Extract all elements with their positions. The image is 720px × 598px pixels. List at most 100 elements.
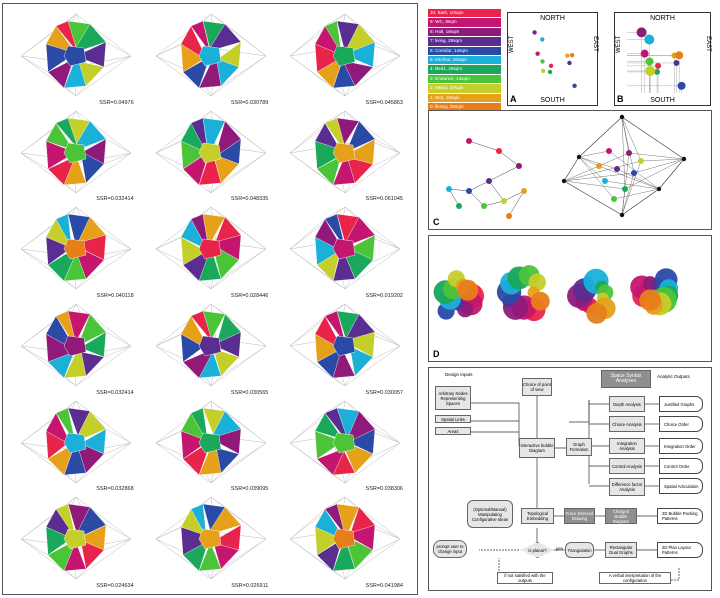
not-satisfied-box: if not satisfied with the outputs xyxy=(497,572,553,584)
room-region xyxy=(45,412,73,446)
space-node xyxy=(535,51,540,56)
node-scatter-a xyxy=(532,30,577,89)
space-node xyxy=(636,27,647,38)
space-node xyxy=(645,57,654,66)
optional-manipulation-box: (Optional/Manual) Manipulating Configura… xyxy=(467,500,513,528)
legend-item: 4: Bed1, 26sqm xyxy=(428,65,501,74)
room-region xyxy=(343,41,376,68)
plan-layout-cell: SSR=0.040118 xyxy=(9,203,144,300)
plan-layout-diagram xyxy=(20,13,132,97)
legend-item: 1: Bed, 15sqm xyxy=(428,93,501,102)
room-region xyxy=(198,239,221,260)
room-region xyxy=(317,539,344,572)
graph-node xyxy=(466,138,472,144)
graph-node xyxy=(456,203,462,209)
plan-layout-cell: SSR=0.030565 xyxy=(144,300,279,397)
orientation-diagram-b: NORTH SOUTH WEST EAST B xyxy=(614,12,711,106)
plan-layout-cell: SSR=0.026911 xyxy=(144,493,279,590)
graph-node xyxy=(446,186,452,192)
space-bubble xyxy=(530,291,550,311)
plan-layout-diagram xyxy=(289,400,401,483)
plan-layout-diagram xyxy=(289,303,401,387)
ssr-value: SSR=0.030565 xyxy=(230,389,269,396)
room-region xyxy=(333,335,356,357)
plan-layout-cell: SSR=0.061045 xyxy=(278,107,413,204)
room-region xyxy=(315,430,344,460)
graph-node xyxy=(521,188,527,194)
south-label: SOUTH xyxy=(650,97,675,104)
room-region xyxy=(79,331,107,358)
ssr-value: SSR=0.041984 xyxy=(365,582,403,589)
graph-node xyxy=(481,203,487,209)
room-region xyxy=(63,529,87,550)
graph-node xyxy=(486,178,492,184)
graph-node xyxy=(466,188,472,194)
room-region xyxy=(45,140,76,169)
plan-layout-cell: SSR=0.019202 xyxy=(278,203,413,300)
depth-analysis-box: Depth Analysis xyxy=(609,396,645,412)
ssr-value: SSR=0.048335 xyxy=(230,196,269,203)
plan-layout-cell: SSR=0.032868 xyxy=(9,397,144,494)
room-region xyxy=(190,504,207,538)
room-region xyxy=(71,23,107,54)
room-region xyxy=(198,335,221,357)
integration-analysis-box: Integration Analysis xyxy=(609,438,645,454)
bubble-diagrams xyxy=(433,265,679,324)
plan-layout-output: 2D Plan Layout Patterns xyxy=(657,542,703,558)
node-scatter-b xyxy=(627,27,686,93)
room-region xyxy=(212,348,240,377)
west-label: WEST xyxy=(616,35,622,53)
room-region xyxy=(55,117,79,150)
space-bubble xyxy=(639,289,661,311)
verbal-interpretation-box: A verbal interpretation of the configura… xyxy=(599,572,671,584)
bubble-packing-output: 2D Bubble Packing Patterns xyxy=(657,508,703,524)
graph-node xyxy=(638,158,644,164)
space-node xyxy=(673,59,680,66)
plan-layout-grid: SSR=0.04976 SSR=0.030789 SSR=0.045863 SSR=0… xyxy=(9,10,413,590)
room-region xyxy=(345,120,376,153)
plan-layout-diagram xyxy=(155,13,267,97)
space-node xyxy=(548,63,554,69)
plan-layout-diagram xyxy=(155,110,267,193)
plan-layout-cell: SSR=0.045863 xyxy=(278,10,413,107)
space-node xyxy=(547,69,553,75)
room-region xyxy=(333,142,356,163)
plan-layout-diagram xyxy=(20,303,132,387)
graph-node xyxy=(516,163,522,169)
ssr-value: SSR=0.040118 xyxy=(96,292,134,299)
spatial-links-box: Spatial Links xyxy=(435,415,471,423)
plan-layout-diagram xyxy=(20,400,132,483)
room-region xyxy=(63,335,87,357)
control-order-output: Control Order xyxy=(659,458,703,474)
room-region xyxy=(198,147,221,185)
panel-tag-d: D xyxy=(433,349,440,359)
room-region xyxy=(182,56,211,89)
graph-node xyxy=(622,186,628,192)
room-region xyxy=(63,45,87,67)
room-region xyxy=(47,58,75,89)
room-region xyxy=(198,542,221,572)
ssr-value: SSR=0.026911 xyxy=(231,582,269,589)
room-region xyxy=(333,239,356,260)
legend-item: 10: Bath, 10sqm xyxy=(428,9,501,18)
room-region xyxy=(342,216,376,249)
plan-layout-cell: SSR=0.039095 xyxy=(144,397,279,494)
prompt-user-box: prompt user to change input xyxy=(433,540,467,558)
room-region xyxy=(209,428,241,454)
room-region xyxy=(347,428,376,454)
plan-layout-diagram xyxy=(289,207,401,290)
room-region xyxy=(316,155,342,186)
graph-formation-box: Graph Formation xyxy=(566,438,592,456)
ssr-value: SSR=0.019202 xyxy=(365,292,403,299)
room-region xyxy=(315,122,342,150)
room-region xyxy=(315,412,345,440)
plan-layout-diagram xyxy=(20,207,132,290)
plan-layout-cell: SSR=0.048335 xyxy=(144,107,279,204)
topological-embedding-box: Topological Embedding xyxy=(521,508,554,524)
orientation-diagram-a: NORTH SOUTH WEST EAST A xyxy=(507,12,598,106)
room-region xyxy=(316,446,347,475)
room-region xyxy=(47,442,76,476)
panel-tag-c: C xyxy=(433,217,440,227)
space-bubble xyxy=(586,303,608,324)
analytic-outputs-heading: Analytic Outputs xyxy=(657,374,690,379)
